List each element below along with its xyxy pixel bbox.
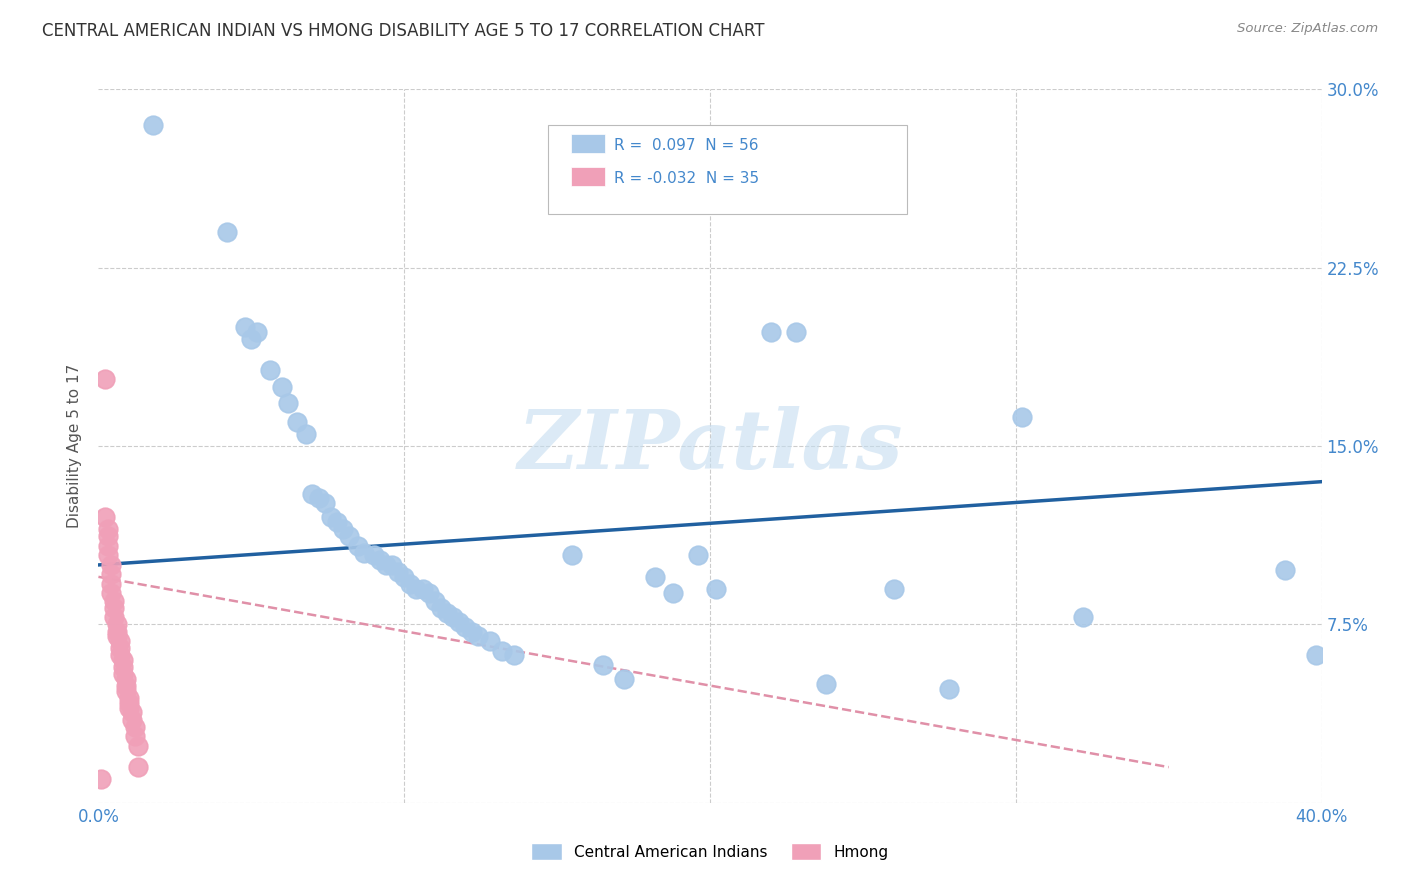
Point: [467, 629, 489, 643]
Point: [105, 629, 128, 643]
Point: [368, 553, 391, 567]
Point: [353, 546, 375, 560]
Point: [423, 593, 446, 607]
Point: [399, 577, 422, 591]
Point: [142, 118, 165, 132]
Point: [503, 648, 526, 663]
Point: [491, 643, 513, 657]
Point: [259, 363, 281, 377]
Point: [233, 320, 256, 334]
Point: [121, 706, 143, 720]
Text: R =  0.097  N = 56: R = 0.097 N = 56: [614, 138, 759, 153]
Point: [308, 491, 330, 506]
Point: [1274, 563, 1296, 577]
Point: [449, 615, 471, 629]
Point: [215, 225, 238, 239]
Point: [644, 570, 666, 584]
Point: [374, 558, 396, 572]
Point: [759, 325, 782, 339]
Point: [115, 679, 138, 693]
Point: [405, 582, 427, 596]
Point: [938, 681, 960, 696]
Point: [441, 610, 464, 624]
Point: [478, 634, 501, 648]
Point: [277, 396, 299, 410]
Y-axis label: Disability Age 5 to 17: Disability Age 5 to 17: [67, 364, 83, 528]
Point: [100, 586, 122, 600]
Point: [111, 653, 134, 667]
Point: [105, 617, 128, 632]
Point: [240, 332, 263, 346]
Point: [111, 667, 134, 681]
Point: [108, 648, 131, 663]
Point: [118, 696, 141, 710]
Point: [270, 379, 292, 393]
Point: [285, 415, 308, 429]
Point: [454, 620, 477, 634]
Point: [124, 720, 146, 734]
Point: [97, 522, 120, 536]
Point: [115, 672, 138, 686]
Point: [100, 558, 122, 572]
Point: [115, 684, 138, 698]
Point: [103, 593, 125, 607]
Point: [613, 672, 636, 686]
Point: [246, 325, 269, 339]
Point: [686, 549, 709, 563]
Text: Source: ZipAtlas.com: Source: ZipAtlas.com: [1237, 22, 1378, 36]
Point: [108, 634, 131, 648]
Point: [118, 691, 141, 706]
Point: [883, 582, 905, 596]
Point: [118, 700, 141, 714]
Point: [1071, 610, 1094, 624]
Point: [100, 567, 122, 582]
Text: ZIPatlas: ZIPatlas: [517, 406, 903, 486]
Point: [105, 624, 128, 639]
Point: [97, 529, 120, 543]
Point: [387, 565, 409, 579]
Point: [100, 577, 122, 591]
Point: [332, 522, 354, 536]
Point: [301, 486, 323, 500]
Text: CENTRAL AMERICAN INDIAN VS HMONG DISABILITY AGE 5 TO 17 CORRELATION CHART: CENTRAL AMERICAN INDIAN VS HMONG DISABIL…: [42, 22, 765, 40]
Point: [363, 549, 385, 563]
Point: [392, 570, 416, 584]
Point: [561, 549, 583, 563]
Point: [381, 558, 404, 572]
Point: [460, 624, 482, 639]
Point: [103, 600, 125, 615]
Point: [111, 660, 134, 674]
Point: [347, 539, 370, 553]
Point: [314, 496, 336, 510]
Point: [1305, 648, 1327, 663]
Point: [121, 713, 143, 727]
Point: [103, 610, 125, 624]
Point: [319, 510, 342, 524]
Point: [90, 772, 112, 786]
Point: [337, 529, 360, 543]
Point: [93, 372, 115, 386]
Point: [124, 729, 146, 743]
Point: [430, 600, 453, 615]
Point: [127, 739, 149, 753]
Point: [127, 760, 149, 774]
Point: [815, 677, 838, 691]
Point: [418, 586, 440, 600]
Point: [326, 515, 349, 529]
Point: [1011, 410, 1033, 425]
Point: [412, 582, 434, 596]
Text: R = -0.032  N = 35: R = -0.032 N = 35: [614, 171, 759, 186]
Point: [592, 657, 614, 672]
Point: [93, 510, 115, 524]
Point: [704, 582, 727, 596]
Point: [785, 325, 807, 339]
Point: [97, 549, 120, 563]
Point: [436, 606, 458, 620]
Legend: Central American Indians, Hmong: Central American Indians, Hmong: [526, 837, 894, 866]
Point: [295, 427, 318, 442]
Point: [662, 586, 685, 600]
Point: [108, 641, 131, 656]
Point: [97, 539, 120, 553]
